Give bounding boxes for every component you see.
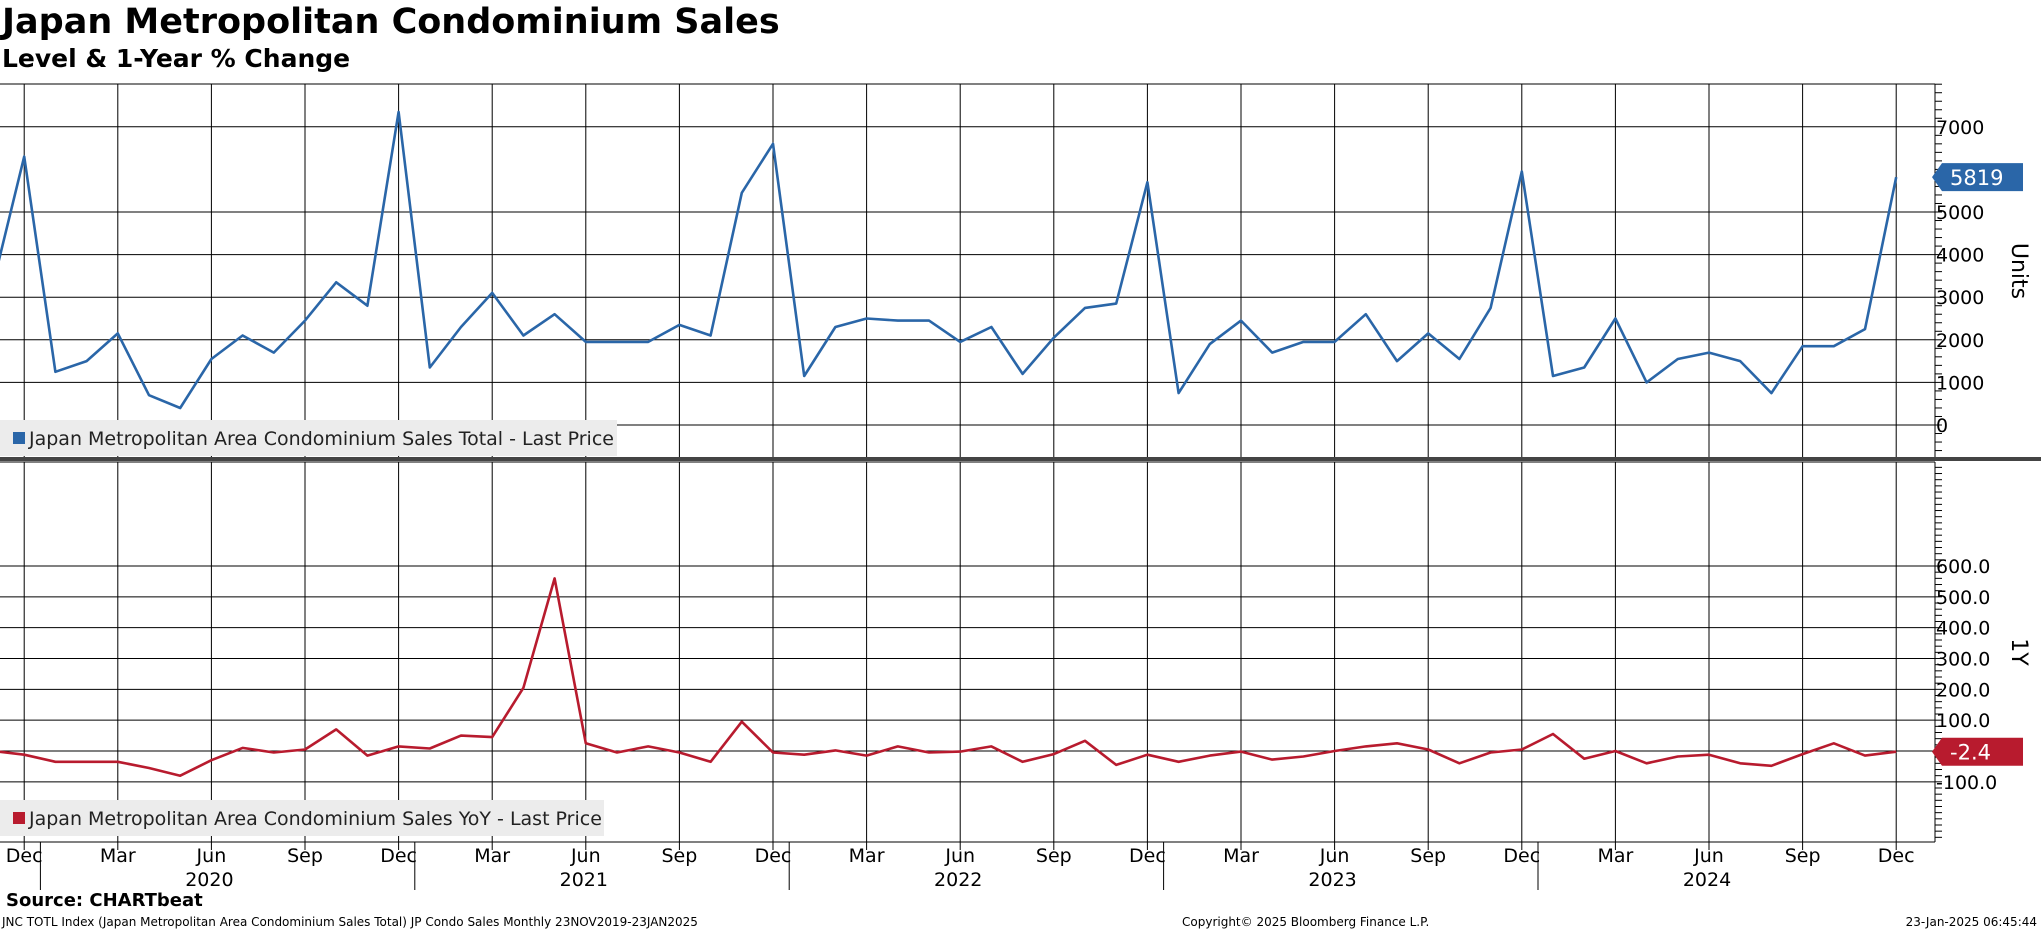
axis-layer: 0 1000 2000 3000 4000 5000 7000 -100.0 100.0 200.…: [0, 83, 2041, 891]
x-tick-label-month: Mar: [474, 845, 510, 867]
x-tick-label-month: Dec: [380, 845, 417, 867]
y-tick-label: 0: [1936, 415, 1948, 437]
last-value-label: -2.4: [1950, 741, 1991, 765]
y-axis-title: Units: [2006, 243, 2031, 299]
y-axis-title: 1Y: [2006, 638, 2031, 666]
x-tick-label-month: Dec: [1878, 845, 1915, 867]
legend-box: [0, 420, 617, 456]
x-tick-label-month: Jun: [1693, 845, 1724, 867]
x-tick-label-month: Mar: [100, 845, 136, 867]
x-tick-label-month: Jun: [944, 845, 975, 867]
series-line: [0, 110, 1898, 410]
legend-swatch: [13, 432, 25, 444]
x-tick-label-month: Sep: [1410, 845, 1446, 867]
last-value-tag: [1932, 163, 2023, 192]
y-tick-label: 100.0: [1936, 710, 1990, 732]
x-tick-label-month: Dec: [1503, 845, 1540, 867]
x-tick-label-year: 2024: [1683, 869, 1731, 891]
x-tick-label-month: Mar: [849, 845, 885, 867]
footer-source: Source: CHARTbeat: [6, 890, 203, 911]
footer-copyright: Copyright© 2025 Bloomberg Finance L.P.: [1182, 915, 1430, 929]
y-tick-label: 500.0: [1936, 587, 1990, 609]
x-tick-label-month: Sep: [661, 845, 697, 867]
y-tick-label: 2000: [1936, 330, 1984, 352]
y-tick-label: 1000: [1936, 372, 1984, 394]
y-tick-label: 600.0: [1936, 556, 1990, 578]
y-tick-label: 5000: [1936, 202, 1984, 224]
x-tick-label-month: Dec: [6, 845, 43, 867]
legend-label: Japan Metropolitan Area Condominium Sale…: [28, 428, 614, 450]
x-tick-label-month: Sep: [1785, 845, 1821, 867]
y-tick-label: 4000: [1936, 245, 1984, 267]
y-tick-label: 400.0: [1936, 618, 1990, 640]
y-tick-label: -100.0: [1936, 772, 1997, 794]
chart-title: Japan Metropolitan Condominium Sales: [2, 2, 780, 42]
y-tick-label: 3000: [1936, 287, 1984, 309]
x-tick-label-year: 2023: [1308, 869, 1356, 891]
y-tick-label: 200.0: [1936, 679, 1990, 701]
x-tick-label-year: 2022: [934, 869, 982, 891]
x-tick-label-month: Dec: [1129, 845, 1166, 867]
footer-ticker-description: JNC TOTL Index (Japan Metropolitan Area …: [2, 915, 698, 929]
y-tick-label: 300.0: [1936, 649, 1990, 671]
x-tick-label-month: Mar: [1597, 845, 1633, 867]
x-tick-label-year: 2020: [185, 869, 233, 891]
x-tick-label-year: 2021: [560, 869, 608, 891]
series-line: [0, 577, 1897, 778]
legend-box: [0, 800, 604, 836]
last-value-label: 5819: [1950, 166, 2003, 190]
footer-timestamp: 23-Jan-2025 06:45:44: [1905, 915, 2037, 929]
x-tick-label-month: Mar: [1223, 845, 1259, 867]
chart-subtitle: Level & 1-Year % Change: [2, 44, 351, 73]
legend-label: Japan Metropolitan Area Condominium Sale…: [28, 808, 602, 830]
grid-layer: [0, 83, 1935, 842]
legend-swatch: [13, 812, 25, 824]
y-tick-label: 7000: [1936, 117, 1984, 139]
x-tick-label-month: Sep: [1036, 845, 1072, 867]
last-value-tag: [1932, 737, 2023, 766]
series-layer: Japan Metropolitan Area Condominium Sale…: [0, 110, 1898, 836]
x-tick-label-month: Sep: [287, 845, 323, 867]
x-tick-label-month: Dec: [755, 845, 792, 867]
x-tick-label-month: Jun: [196, 845, 227, 867]
x-tick-label-month: Jun: [570, 845, 601, 867]
x-tick-label-month: Jun: [1319, 845, 1350, 867]
